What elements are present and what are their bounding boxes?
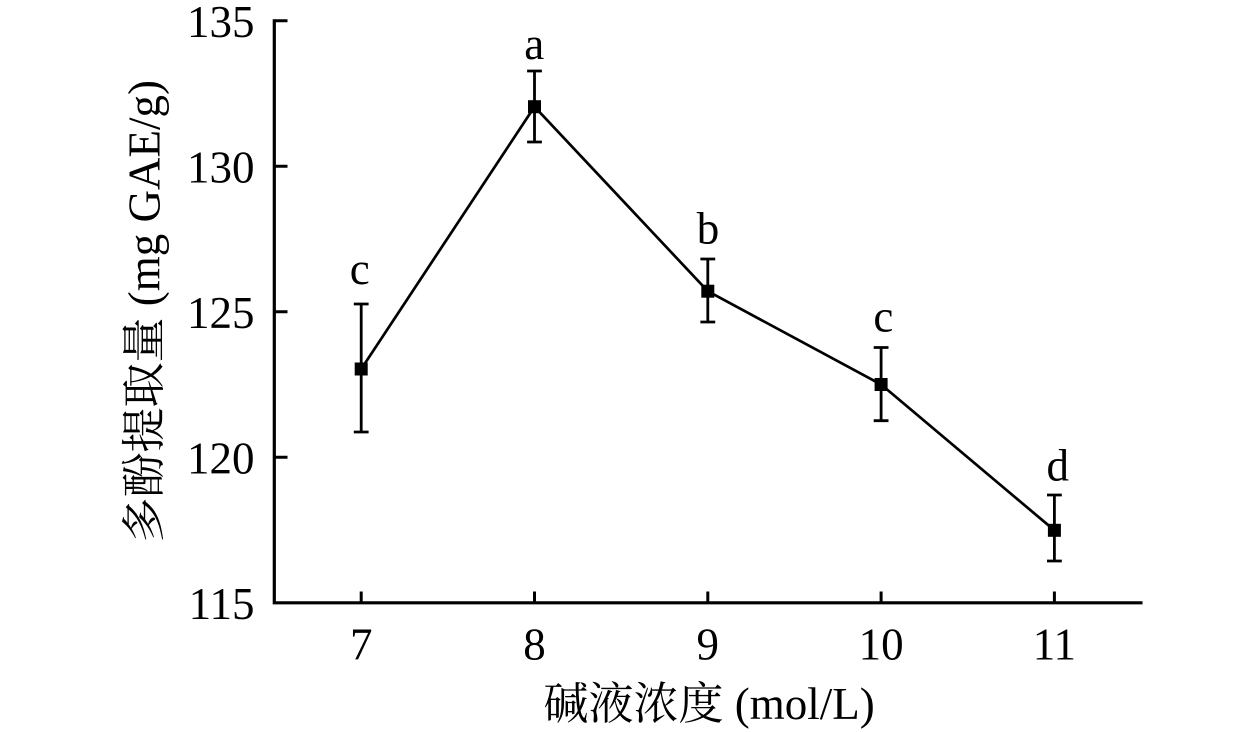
svg-text:125: 125 <box>187 288 255 338</box>
svg-text:(mol/L): (mol/L) <box>735 679 875 729</box>
svg-text:7: 7 <box>350 619 373 669</box>
svg-text:135: 135 <box>187 0 255 47</box>
svg-text:115: 115 <box>189 579 255 629</box>
svg-text:d: d <box>1047 440 1070 490</box>
svg-text:a: a <box>524 19 544 69</box>
svg-text:b: b <box>697 204 720 254</box>
svg-text:c: c <box>873 291 893 341</box>
svg-text:c: c <box>350 244 370 294</box>
svg-text:130: 130 <box>187 143 255 193</box>
svg-text:9: 9 <box>697 619 720 669</box>
svg-text:(mg GAE/g): (mg GAE/g) <box>120 80 170 306</box>
svg-text:10: 10 <box>859 619 904 669</box>
svg-text:8: 8 <box>523 619 546 669</box>
svg-text:120: 120 <box>187 434 255 484</box>
svg-text:11: 11 <box>1033 619 1076 669</box>
